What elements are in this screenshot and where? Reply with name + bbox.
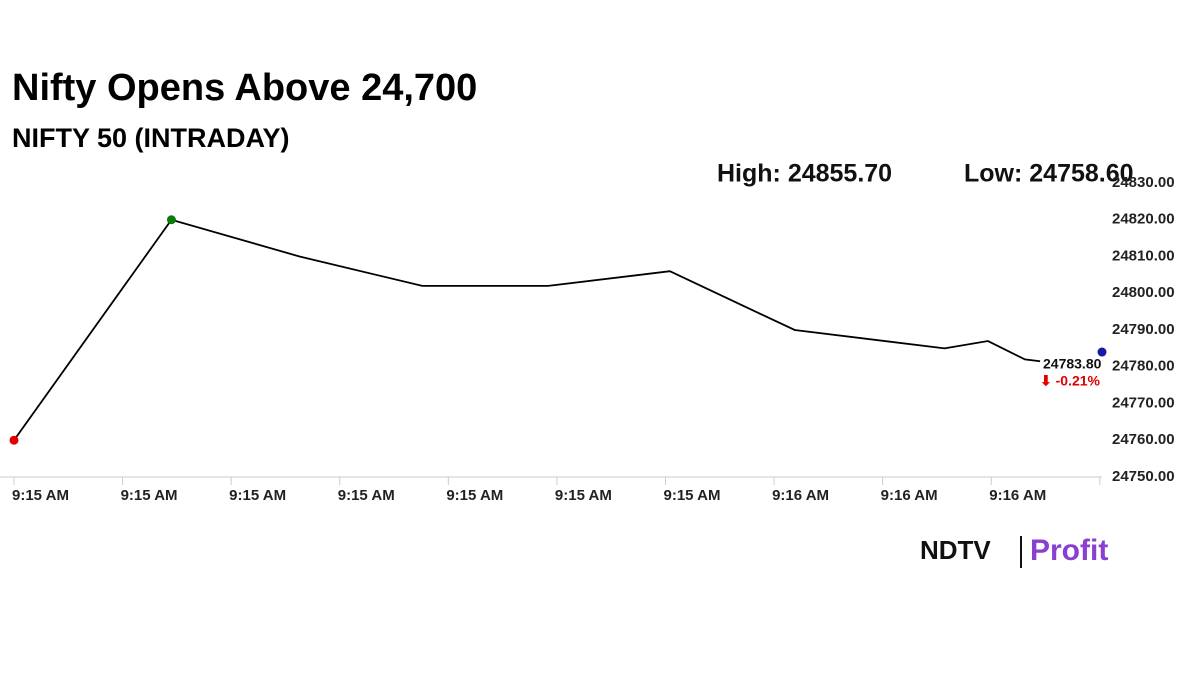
y-tick-label: 24750.00 [1112, 468, 1175, 485]
chart-title: Nifty Opens Above 24,700 [12, 67, 477, 109]
x-tick-label: 9:16 AM [881, 487, 938, 504]
x-tick-label: 9:15 AM [446, 487, 503, 504]
marker [1097, 347, 1107, 357]
y-tick-label: 24770.00 [1112, 394, 1175, 411]
last-value-label: 24783.80 [1043, 356, 1102, 372]
x-tick-label: 9:15 AM [12, 487, 69, 504]
change-label: ⬇ -0.21% [1040, 373, 1101, 389]
x-tick-label: 9:16 AM [772, 487, 829, 504]
y-tick-label: 24790.00 [1112, 321, 1175, 338]
price-line [13, 218, 1041, 441]
y-tick-label: 24760.00 [1112, 431, 1175, 448]
y-tick-label: 24780.00 [1112, 358, 1175, 375]
high-label: High: 24855.70 [717, 160, 892, 188]
y-tick-label: 24810.00 [1112, 247, 1175, 264]
low-label: Low: 24758.60 [964, 160, 1134, 188]
chart-subtitle: NIFTY 50 (INTRADAY) [12, 123, 290, 153]
y-tick-label: 24800.00 [1112, 284, 1175, 301]
x-tick-label: 9:15 AM [663, 487, 720, 504]
x-tick-label: 9:15 AM [229, 487, 286, 504]
x-tick-label: 9:15 AM [121, 487, 178, 504]
x-tick-label: 9:15 AM [555, 487, 612, 504]
y-tick-label: 24830.00 [1112, 174, 1175, 191]
marker [166, 215, 176, 225]
logo-ndtv: NDTV [920, 535, 991, 565]
logo-profit: Profit [1030, 534, 1108, 567]
marker [9, 435, 19, 445]
y-tick-label: 24820.00 [1112, 211, 1175, 228]
x-tick-label: 9:15 AM [338, 487, 395, 504]
x-tick-label: 9:16 AM [989, 487, 1046, 504]
